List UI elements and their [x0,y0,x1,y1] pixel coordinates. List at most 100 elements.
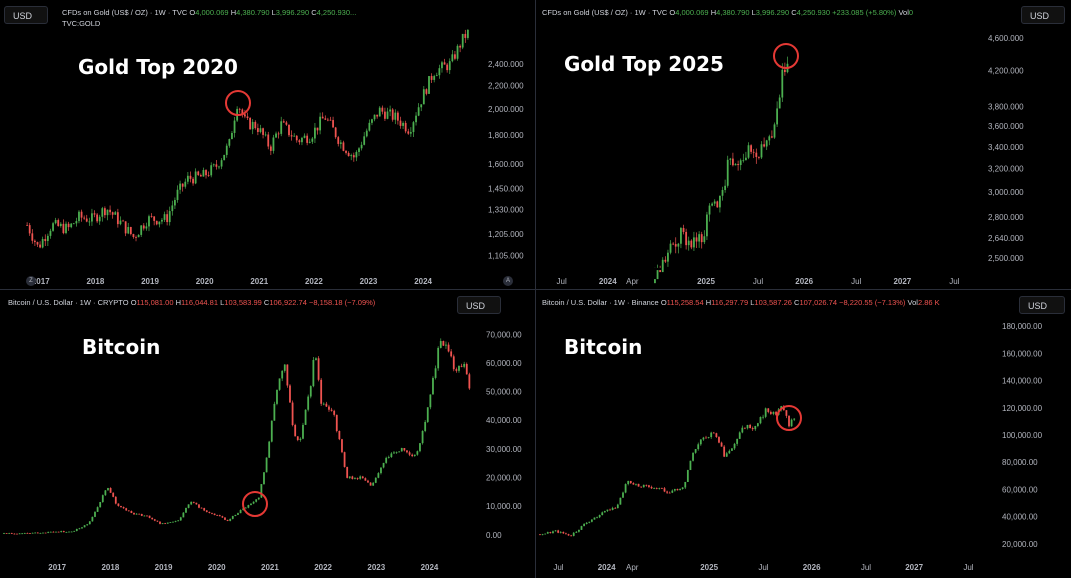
x-tick-label: 2024 [598,563,616,572]
candle-body [356,478,359,479]
candle-body [734,164,737,166]
candle-body [163,214,166,220]
currency-selector[interactable]: USD [1021,6,1065,24]
annotation-circle [225,89,252,116]
candle-body [278,378,281,390]
zoom-icon[interactable]: Z [26,276,36,286]
candle-body [661,488,663,489]
candle-body [680,228,682,244]
candle-body [5,533,8,534]
candle-body [182,512,185,518]
candle-body [65,532,68,533]
candle-body [391,109,394,120]
candle-body [52,223,54,231]
candle-body [726,159,729,186]
candle-body [119,220,122,225]
chart-panel-bitcoin-right[interactable]: USD Bitcoin / U.S. Dollar · 1W · Binance… [536,290,1071,578]
candle-body [721,190,724,196]
y-tick-label: 1,105.000 [488,251,524,260]
candle-body [179,517,182,521]
candle-body [326,119,329,121]
candle-body [176,189,179,201]
chart-panel-gold-2025[interactable]: USD CFDs on Gold (US$ / OZ) · 1W · TVC O… [536,0,1071,289]
candle-body [171,205,174,212]
candle-body [377,473,380,478]
x-tick-label: 2020 [208,563,226,572]
candle-body [44,239,47,242]
candle-body [195,502,198,505]
candle-body [70,531,73,533]
candle-body [455,369,458,371]
currency-selector[interactable]: USD [4,6,48,24]
candle-body [215,164,218,167]
candle-body [420,104,423,108]
candle-body [101,208,104,217]
candle-body [408,452,411,455]
candle-body [744,427,746,429]
candle-body [656,270,659,280]
currency-selector[interactable]: USD [457,296,501,314]
candle-body [127,227,130,234]
chart-panel-bitcoin-left[interactable]: USD Bitcoin / U.S. Dollar · 1W · CRYPTO … [0,290,535,578]
candle-body [54,220,57,224]
candle-body [293,135,296,137]
candle-body [661,259,664,273]
candle-body [359,476,362,479]
candle-body [267,134,270,147]
candle-body [233,120,236,133]
candle-body [295,135,298,141]
candle-body [368,122,371,131]
legend-high: 116,297.79 [711,298,749,307]
candle-body [234,514,237,517]
legend-volume-label: Vol [898,8,909,17]
candle-body [256,128,259,132]
candle-body [155,220,158,225]
candle-body [402,122,404,126]
candle-body [83,217,86,219]
candle-body [448,61,451,71]
panel-title: Bitcoin [564,335,643,359]
candle-body [403,448,406,451]
candle-body [348,476,351,478]
candle-body [135,237,137,238]
candle-body [737,164,740,166]
y-tick-label: 3,200.000 [988,165,1024,174]
candle-body [731,448,733,451]
x-tick-label: Apr [626,277,639,286]
candle-body [400,448,403,452]
candle-body [269,146,272,151]
auto-scale-icon[interactable]: A [503,276,513,286]
candle-body [223,154,226,161]
candle-body [603,510,606,513]
chart-panel-gold-2020[interactable]: USD CFDs on Gold (US$ / OZ) · 1W · TVC O… [0,0,535,289]
candle-body [627,480,630,485]
legend-symbol: Bitcoin / U.S. Dollar · 1W · CRYPTO [8,298,129,307]
candle-body [552,531,554,534]
candle-body [140,225,143,235]
legend-low: 103,583.99 [224,298,262,307]
candle-body [229,518,232,521]
candle-body [122,220,124,222]
candle-body [749,424,752,428]
legend-close: 4,250.930... [316,8,357,17]
candle-body [570,535,573,537]
candle-body [109,209,111,213]
candle-body [244,114,246,117]
legend-change: −8,220.55 (−7.13%) [839,298,906,307]
candle-body [399,120,402,126]
candle-body [346,466,349,478]
y-tick-label: 2,000.000 [488,105,524,114]
candle-body [114,496,117,504]
candle-body [632,483,635,485]
candle-body [31,233,34,241]
legend-volume-label: Vol [907,298,918,307]
candle-body [328,406,330,410]
currency-selector[interactable]: USD [1019,296,1065,314]
candle-body [338,430,341,440]
candle-body [729,158,732,160]
candle-body [275,133,277,138]
candle-body [669,243,672,253]
candle-body [280,121,283,134]
candle-body [23,532,26,534]
candle-body [62,531,65,533]
